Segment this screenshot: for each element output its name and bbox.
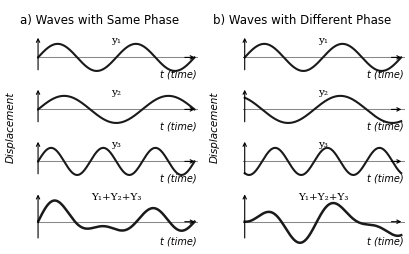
Text: Displacement: Displacement xyxy=(5,91,15,163)
Text: t (time): t (time) xyxy=(160,173,197,183)
Text: t (time): t (time) xyxy=(160,121,197,131)
Text: t (time): t (time) xyxy=(367,69,404,79)
Text: t (time): t (time) xyxy=(160,237,197,247)
Text: t (time): t (time) xyxy=(160,69,197,79)
Text: t (time): t (time) xyxy=(367,173,404,183)
Text: Displacement: Displacement xyxy=(210,91,220,163)
Text: y₁: y₁ xyxy=(318,36,328,45)
Text: a) Waves with Same Phase: a) Waves with Same Phase xyxy=(20,14,180,27)
Text: t (time): t (time) xyxy=(367,237,404,247)
Text: t (time): t (time) xyxy=(367,121,404,131)
Text: b) Waves with Different Phase: b) Waves with Different Phase xyxy=(213,14,391,27)
Text: y₃: y₃ xyxy=(318,140,328,149)
Text: y₂: y₂ xyxy=(318,88,328,97)
Text: y₂: y₂ xyxy=(111,88,121,97)
Text: Y₁+Y₂+Y₃: Y₁+Y₂+Y₃ xyxy=(91,193,142,202)
Text: y₁: y₁ xyxy=(111,36,121,45)
Text: Y₁+Y₂+Y₃: Y₁+Y₂+Y₃ xyxy=(298,193,348,202)
Text: y₃: y₃ xyxy=(111,140,121,149)
